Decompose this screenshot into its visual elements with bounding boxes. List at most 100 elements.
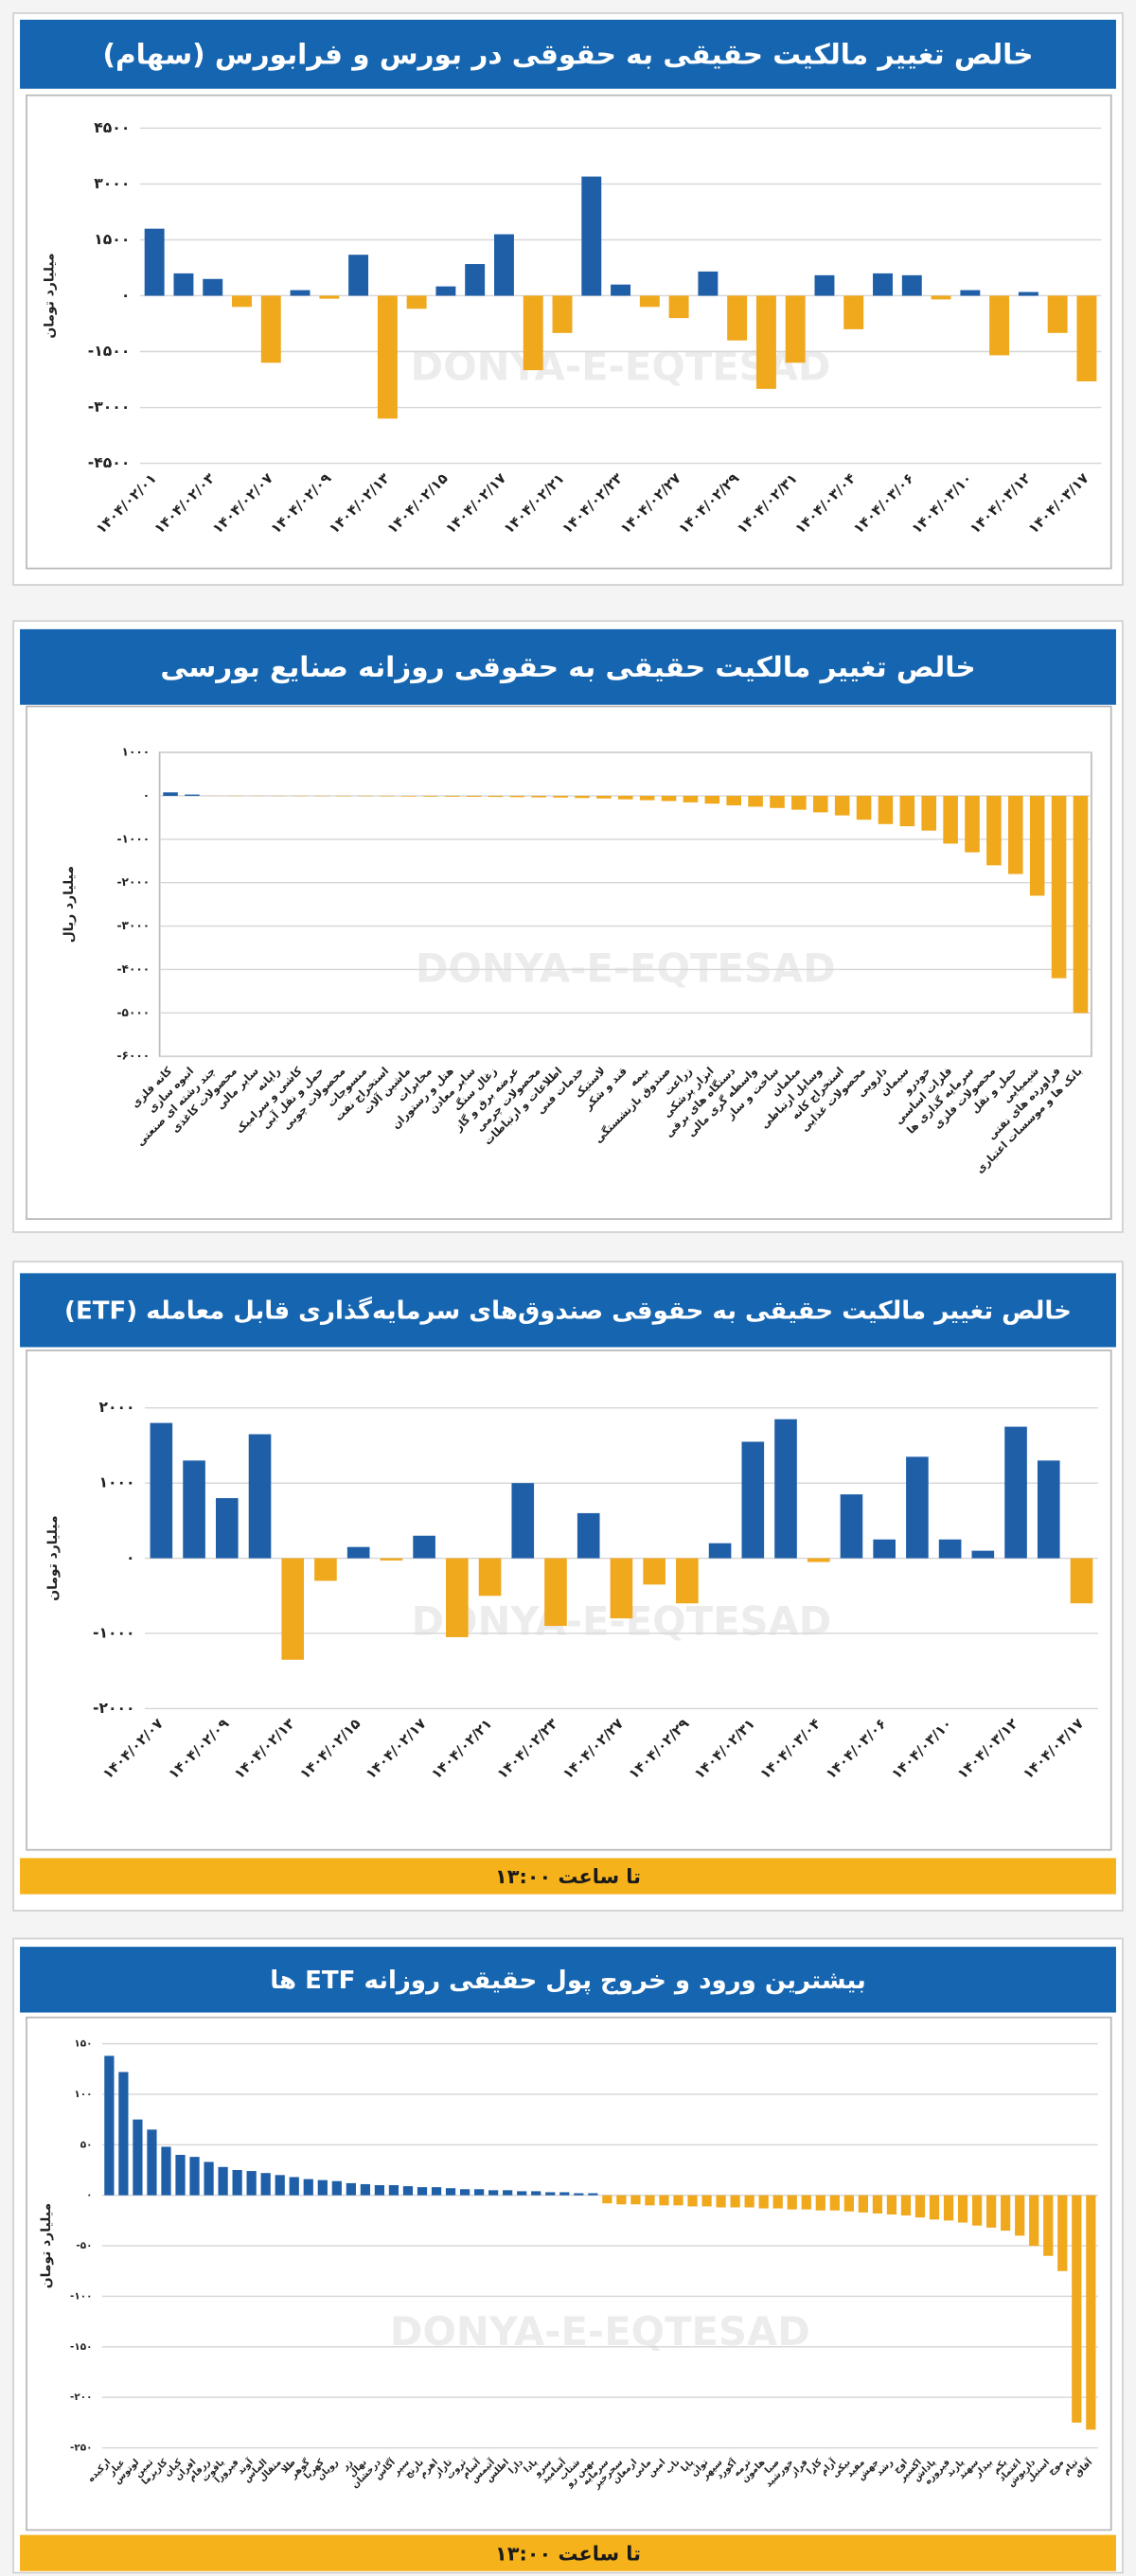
bar [488,795,504,798]
bar [971,1550,995,1559]
bar [577,1512,600,1559]
bar [676,1558,699,1604]
bar [687,2195,698,2207]
bar [446,1558,469,1637]
bar [943,795,958,844]
y-tick-label: ۰ [143,788,150,802]
bar [517,2191,527,2196]
bar [639,295,660,308]
bar [639,795,655,801]
bar [727,295,748,341]
bar [801,2195,811,2210]
bar [758,2195,769,2209]
bar [661,795,677,802]
bar [417,2187,428,2196]
bar [960,290,981,296]
bar [581,176,602,296]
bar [1029,795,1045,896]
bar [588,2193,598,2196]
bar [189,2157,200,2196]
bar [232,2169,242,2196]
chart-frame [26,705,1112,1220]
bar [815,2195,825,2211]
bar [290,290,311,296]
title-bar [20,1273,1116,1348]
bar [900,2195,912,2216]
y-tick-label: ۰ [121,287,131,304]
bar [611,284,631,296]
bar [701,2195,712,2207]
footer-bar [20,2534,1116,2571]
bar [215,1498,239,1559]
bar [1086,2195,1096,2430]
y-tick-label: ۱۰۰ [74,2089,92,2100]
chart-title: خالص تغییر مالکیت حقیقی به حقوقی روزانه … [160,651,975,683]
bar [610,1558,633,1619]
bar [730,2195,740,2208]
y-tick-label: ۱۵۰ [74,2038,92,2050]
bar [163,792,178,796]
y-tick-label: -۶۰۰۰ [117,1050,151,1063]
bar [708,1543,732,1559]
y-tick-label: -۳۰۰۰ [88,398,131,415]
bar [553,795,568,798]
chart-frame [26,2016,1112,2532]
bar [260,2173,271,2196]
bar [834,795,850,816]
bar [843,2195,854,2212]
bar [281,1558,305,1660]
y-tick-label: -۱۰۰۰ [117,832,151,845]
bar [602,2195,612,2204]
y-tick-label: -۱۰۰ [70,2290,92,2302]
bar [133,2119,143,2196]
bar [380,1558,403,1561]
bar [544,1558,567,1627]
bar [185,794,200,796]
bar [523,295,543,371]
footer-bar [20,1858,1116,1895]
footer-text: تا ساعت ۱۳:۰۰ [495,1865,641,1888]
bar [770,795,785,808]
bar [741,1441,765,1559]
bar [503,2190,513,2196]
bar [668,295,689,319]
watermark: DONYA-E-EQTESAD [416,944,836,991]
bar [1072,2195,1082,2423]
bar [104,2056,115,2196]
bar [466,795,482,797]
bar [1004,1426,1027,1559]
y-tick-label: ۱۰۰۰ [98,1474,134,1491]
bar [377,295,398,419]
bar [929,2195,940,2220]
bar [921,795,937,831]
bar [787,2195,797,2210]
bar [748,795,763,807]
y-tick-label: ۳۰۰۰ [94,175,130,192]
bar [380,795,395,797]
bar [630,2195,641,2205]
bar [574,2193,584,2196]
bar [1029,2195,1039,2247]
y-tick-label: -۱۰۰۰ [93,1624,135,1641]
bar [840,1494,863,1559]
bar [873,1539,896,1559]
bar [704,795,720,804]
title-bar [20,1947,1116,2013]
bar [575,795,590,799]
y-tick-label: -۲۰۰ [70,2391,92,2403]
bar [774,1419,797,1559]
bar [360,2183,370,2196]
bar [1076,295,1097,381]
bar [698,271,719,296]
y-tick-label: ۵۰ [80,2139,93,2150]
bar [218,2166,228,2196]
bar [493,234,514,296]
bar [1070,1558,1093,1604]
y-tick-label: -۱۵۰۰ [88,343,131,360]
y-axis-label: میلیارد تومان [45,1515,61,1600]
bar [755,295,776,389]
bar [173,273,194,296]
y-tick-label: -۴۰۰۰ [117,962,151,976]
bar [1073,795,1089,1014]
